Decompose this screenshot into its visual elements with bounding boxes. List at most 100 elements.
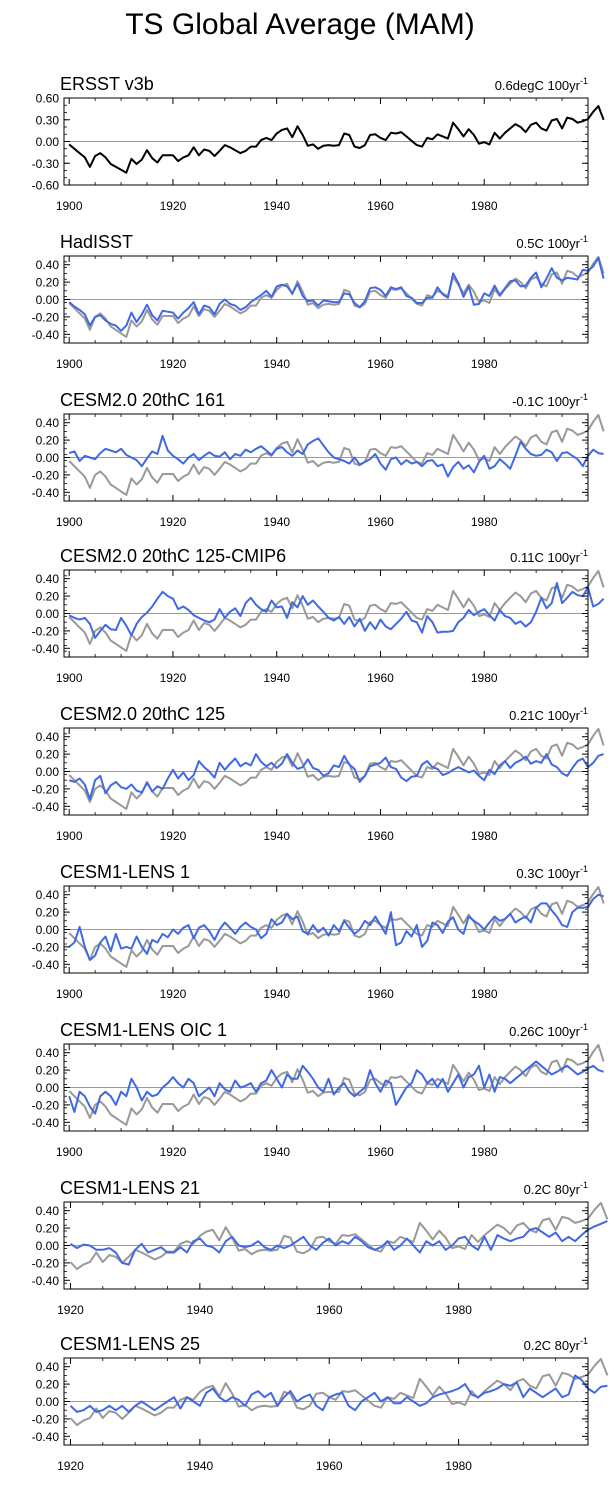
x-tick-label: 1980 bbox=[471, 357, 498, 371]
y-tick-label: -0.40 bbox=[32, 1274, 60, 1288]
trend-exponent: -1 bbox=[580, 1022, 588, 1032]
series-line bbox=[68, 753, 604, 801]
y-tick-label: 0.00 bbox=[36, 1239, 60, 1253]
x-tick-label: 1980 bbox=[445, 1459, 472, 1473]
series-line bbox=[68, 727, 605, 810]
chart-panel: CESM1-LENS 1 0.3C 100yr-1 0.40 0.20 0.00 -0.2… bbox=[32, 862, 605, 1001]
series-line bbox=[68, 413, 605, 496]
chart-panel: HadISST 0.5C 100yr-1 0.40 0.20 0.00 -0.20 -0.4… bbox=[32, 232, 605, 371]
trend-exponent: -1 bbox=[580, 864, 588, 874]
y-tick-label: -0.60 bbox=[32, 179, 60, 193]
x-tick-label: 1940 bbox=[263, 1145, 290, 1159]
x-tick-label: 1900 bbox=[56, 199, 83, 213]
x-tick-label: 1960 bbox=[367, 357, 394, 371]
panel-title: CESM1-LENS 21 bbox=[60, 1178, 200, 1198]
series-line bbox=[69, 1220, 608, 1266]
y-tick-label: -0.20 bbox=[32, 940, 60, 954]
series-line bbox=[68, 1043, 605, 1126]
figure-title: TS Global Average (MAM) bbox=[125, 8, 475, 41]
y-tick-label: 0.60 bbox=[36, 92, 60, 106]
x-tick-label: 1980 bbox=[471, 1145, 498, 1159]
x-tick-label: 1960 bbox=[367, 671, 394, 685]
x-tick-label: 1920 bbox=[160, 515, 187, 529]
x-tick-label: 1960 bbox=[367, 987, 394, 1001]
series-line bbox=[68, 893, 604, 961]
x-tick-label: 1980 bbox=[471, 199, 498, 213]
y-tick-label: -0.20 bbox=[32, 1256, 60, 1270]
panel-trend: 0.2C 80yr-1 bbox=[524, 1336, 588, 1353]
trend-exponent: -1 bbox=[580, 76, 588, 86]
trend-exponent: -1 bbox=[580, 706, 588, 716]
y-tick-label: 0.00 bbox=[36, 765, 60, 779]
y-tick-label: 0.20 bbox=[36, 1378, 60, 1392]
y-tick-label: 0.00 bbox=[36, 1395, 60, 1409]
panel-trend: 0.5C 100yr-1 bbox=[516, 234, 588, 251]
x-tick-label: 1940 bbox=[263, 671, 290, 685]
panel-trend: 0.11C 100yr-1 bbox=[510, 548, 588, 565]
trend-exponent: -1 bbox=[580, 548, 588, 558]
y-tick-label: -0.40 bbox=[32, 958, 60, 972]
panel-trend: 0.21C 100yr-1 bbox=[509, 706, 588, 723]
series-line bbox=[68, 1060, 604, 1115]
trend-exponent: -1 bbox=[580, 234, 588, 244]
x-tick-label: 1940 bbox=[263, 357, 290, 371]
trend-exponent: -1 bbox=[580, 1180, 588, 1190]
panel-title: CESM1-LENS 25 bbox=[60, 1334, 200, 1354]
trend-exponent: -1 bbox=[580, 1336, 588, 1346]
series-line bbox=[68, 582, 605, 639]
y-tick-label: 0.20 bbox=[36, 590, 60, 604]
x-tick-label: 1920 bbox=[160, 357, 187, 371]
x-tick-label: 1920 bbox=[160, 987, 187, 1001]
y-tick-label: 0.20 bbox=[36, 276, 60, 290]
x-tick-label: 1900 bbox=[56, 987, 83, 1001]
x-tick-label: 1980 bbox=[445, 1303, 472, 1317]
x-tick-label: 1960 bbox=[367, 515, 394, 529]
y-tick-label: 0.00 bbox=[36, 135, 60, 149]
x-tick-label: 1960 bbox=[316, 1459, 343, 1473]
series-line bbox=[68, 256, 605, 332]
panel-trend: 0.26C 100yr-1 bbox=[509, 1022, 588, 1039]
panels: ERSST v3b 0.6degC 100yr-1 0.60 0.30 0.00 -0.3… bbox=[32, 74, 609, 1473]
chart-panel: CESM2.0 20thC 161 -0.1C 100yr-1 0.40 0.20 0.… bbox=[32, 390, 605, 529]
x-tick-label: 1980 bbox=[471, 829, 498, 843]
x-tick-label: 1900 bbox=[56, 1145, 83, 1159]
y-tick-label: 0.00 bbox=[36, 923, 60, 937]
panel-title: CESM2.0 20thC 125 bbox=[60, 704, 225, 724]
panel-title: CESM1-LENS OIC 1 bbox=[60, 1020, 227, 1040]
x-tick-label: 1960 bbox=[367, 1145, 394, 1159]
panel-title: ERSST v3b bbox=[60, 74, 154, 94]
series-line bbox=[69, 1374, 608, 1413]
y-tick-label: -0.40 bbox=[32, 1430, 60, 1444]
chart-panel: CESM1-LENS 25 0.2C 80yr-1 0.40 0.20 0.00 -0.2… bbox=[32, 1334, 609, 1473]
panel-title: HadISST bbox=[60, 232, 133, 252]
y-tick-label: -0.20 bbox=[32, 1098, 60, 1112]
y-tick-label: -0.40 bbox=[32, 642, 60, 656]
x-tick-label: 1920 bbox=[57, 1303, 84, 1317]
y-tick-label: 0.30 bbox=[36, 113, 60, 127]
y-tick-label: 0.40 bbox=[36, 888, 60, 902]
series-line bbox=[68, 885, 605, 968]
panel-title: CESM2.0 20thC 125-CMIP6 bbox=[60, 546, 286, 566]
y-tick-label: 0.40 bbox=[36, 730, 60, 744]
y-tick-label: 0.20 bbox=[36, 1222, 60, 1236]
x-tick-label: 1940 bbox=[187, 1459, 214, 1473]
x-tick-label: 1940 bbox=[263, 199, 290, 213]
y-tick-label: -0.20 bbox=[32, 468, 60, 482]
y-tick-label: -0.20 bbox=[32, 310, 60, 324]
y-tick-label: 0.20 bbox=[36, 906, 60, 920]
series-line bbox=[68, 105, 605, 174]
y-tick-label: 0.40 bbox=[36, 1204, 60, 1218]
x-tick-label: 1920 bbox=[160, 829, 187, 843]
x-tick-label: 1980 bbox=[471, 671, 498, 685]
y-tick-label: 0.20 bbox=[36, 748, 60, 762]
y-tick-label: 0.00 bbox=[36, 1081, 60, 1095]
panel-trend: 0.2C 80yr-1 bbox=[524, 1180, 588, 1197]
x-tick-label: 1920 bbox=[160, 671, 187, 685]
x-tick-label: 1920 bbox=[160, 1145, 187, 1159]
trend-exponent: -1 bbox=[580, 392, 588, 402]
y-tick-label: 0.20 bbox=[36, 434, 60, 448]
chart-panel: ERSST v3b 0.6degC 100yr-1 0.60 0.30 0.00 -0.3… bbox=[32, 74, 605, 213]
panel-trend: 0.6degC 100yr-1 bbox=[495, 76, 588, 93]
x-tick-label: 1920 bbox=[57, 1459, 84, 1473]
